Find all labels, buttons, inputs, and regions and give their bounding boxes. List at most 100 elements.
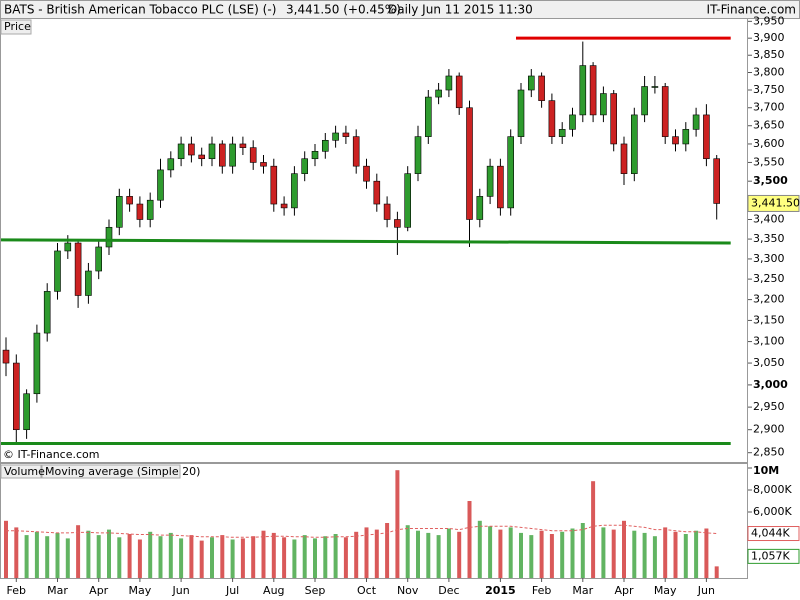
- volume-bar: [65, 538, 70, 578]
- volume-bar: [704, 528, 709, 578]
- candle-body: [569, 114, 576, 130]
- candle-body: [23, 393, 30, 431]
- period: Daily Jun 11 2015 11:30: [388, 3, 533, 17]
- candle-body: [424, 96, 432, 137]
- candle-body: [579, 65, 587, 116]
- candle-body: [332, 132, 339, 141]
- candle-body: [167, 158, 175, 171]
- chart-title: BATS - British American Tobacco PLC (LSE…: [4, 3, 276, 17]
- volume-bar: [673, 531, 678, 578]
- candle-body: [661, 86, 669, 137]
- volume-bar: [117, 537, 122, 578]
- volume-last-box: [747, 548, 800, 564]
- candle-body: [517, 89, 525, 137]
- x-tick-label: Oct: [357, 584, 377, 597]
- candle-body: [672, 136, 679, 145]
- volume-bar: [580, 523, 585, 578]
- candle-body: [188, 143, 195, 156]
- x-tick-label: Jun: [172, 584, 190, 597]
- y-tick-label: 3,950: [753, 14, 785, 27]
- volume-bar: [168, 532, 173, 578]
- legend-box: [0, 464, 42, 479]
- volume-bar: [158, 536, 163, 578]
- volume-bar: [189, 535, 194, 578]
- volume-bar: [220, 535, 225, 578]
- last-price-box: [747, 194, 800, 212]
- candle-body: [641, 86, 648, 116]
- x-tick-label: Dec: [438, 584, 459, 597]
- candle-body: [486, 165, 494, 197]
- candle-body: [404, 173, 412, 228]
- candle-body: [363, 165, 370, 182]
- volume-bar: [714, 566, 719, 578]
- y-tick-label: 2,950: [753, 400, 785, 413]
- candle-body: [311, 151, 319, 160]
- volume-bar: [14, 527, 19, 578]
- candle-body: [126, 196, 133, 205]
- y-tick-label: 3,200: [753, 293, 785, 306]
- candle-body: [589, 65, 597, 116]
- volume-bar: [292, 539, 297, 578]
- volume-bar: [446, 528, 451, 578]
- y-tick-label: 3,300: [753, 252, 785, 265]
- candle-body: [600, 93, 607, 116]
- y-tick-label: 3,500: [753, 174, 788, 187]
- x-tick-label: May: [129, 584, 152, 597]
- volume-bar: [694, 530, 699, 578]
- x-tick-label: Aug: [263, 584, 284, 597]
- y-tick-label: 3,100: [753, 335, 785, 348]
- candle-body: [321, 139, 329, 152]
- volume-bar: [230, 539, 235, 578]
- volume-bar: [529, 535, 534, 578]
- volume-bar: [313, 538, 317, 578]
- volume-bar: [45, 536, 50, 578]
- volume-bar: [395, 470, 400, 578]
- candle-body: [95, 246, 102, 272]
- candle-body: [136, 203, 144, 220]
- candle-body: [270, 165, 278, 205]
- candle-body: [630, 114, 638, 174]
- candle-body: [466, 107, 473, 220]
- y-tick-label: 3,900: [753, 31, 785, 44]
- volume-bar: [107, 529, 111, 578]
- y-tick-label: 3,650: [753, 119, 785, 132]
- x-tick-label: Feb: [532, 584, 551, 597]
- volume-bar: [343, 537, 348, 578]
- volume-bar: [364, 527, 369, 578]
- x-tick-label: Jul: [225, 584, 239, 597]
- moving-average-line: [6, 524, 717, 538]
- volume-bar: [632, 530, 637, 578]
- panel-label-box: [0, 19, 32, 35]
- volume-bar: [261, 530, 266, 578]
- volume-bar: [127, 534, 132, 578]
- volume-bar: [374, 529, 379, 578]
- candle-body: [291, 173, 298, 209]
- candle-body: [116, 196, 123, 228]
- candle-body: [507, 136, 515, 209]
- y-tick-label: 3,550: [753, 155, 785, 168]
- volume-bar: [570, 528, 575, 578]
- last-price-label: 3,441.50: [751, 196, 800, 209]
- y-tick-label: 3,700: [753, 101, 785, 114]
- candle-body: [558, 129, 566, 137]
- candle-body: [208, 143, 216, 160]
- candle-body: [352, 136, 360, 167]
- legend-entry: Volume: [4, 465, 45, 478]
- volume-bar: [4, 520, 8, 578]
- y-tick-label: 3,250: [753, 272, 785, 285]
- candle-body: [476, 196, 484, 220]
- volume-bar: [663, 527, 668, 578]
- volume-bar: [55, 532, 60, 578]
- volume-bar: [539, 530, 544, 578]
- volume-bar: [642, 532, 647, 578]
- candle-body: [682, 129, 690, 145]
- volume-bar: [519, 532, 523, 578]
- volume-bar: [76, 525, 81, 578]
- volume-bar: [405, 525, 410, 578]
- y-tick-label: 3,400: [753, 212, 785, 225]
- volume-bar: [148, 531, 153, 578]
- volume-bar: [488, 526, 493, 578]
- volume-bar: [24, 535, 29, 578]
